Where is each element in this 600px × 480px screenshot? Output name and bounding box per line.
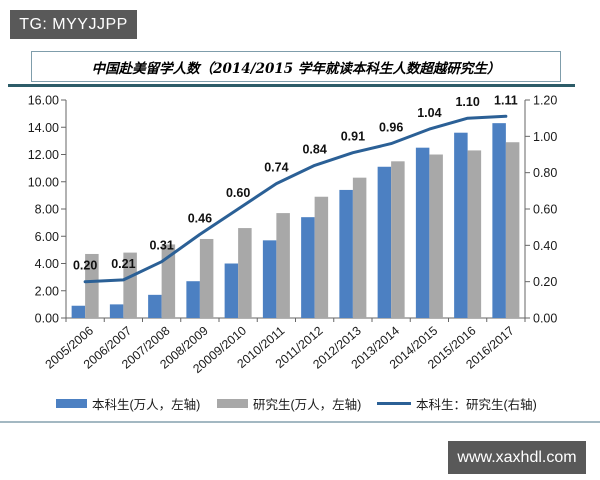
ratio-point-label: 0.91 <box>341 130 365 144</box>
right-tick-label: 0.00 <box>533 312 557 326</box>
ratio-point-label: 1.11 <box>494 93 518 107</box>
left-tick-label: 12.00 <box>28 148 59 162</box>
undergrad-bar <box>454 132 468 318</box>
bottom-separator-rule <box>0 421 600 423</box>
graduate-bar <box>238 228 252 318</box>
graduate-bar <box>85 253 99 318</box>
graduate-bar <box>467 150 482 318</box>
ratio-point-label: 1.10 <box>455 95 479 109</box>
tg-contact-label: TG: MYYJJPP <box>19 15 128 33</box>
left-tick-label: 16.00 <box>28 94 59 108</box>
chart-title-box: 中国赴美留学人数（2014/2015 学年就读本科生人数超越研究生） <box>31 51 561 82</box>
legend-label-ratio: 本科生：研究生(右轴) <box>416 397 537 412</box>
undergrad-bar <box>224 263 239 318</box>
ratio-point-label: 0.21 <box>111 257 135 271</box>
undergrad-bar <box>71 305 86 318</box>
left-tick-label: 14.00 <box>28 121 59 135</box>
website-label: www.xaxhdl.com <box>457 448 577 466</box>
right-tick-label: 0.60 <box>533 203 557 217</box>
right-axis-ticks: 0.00 0.20 0.40 0.60 0.80 1.00 1.20 <box>525 94 557 326</box>
legend-label-undergrad: 本科生(万人，左轴) <box>92 397 200 412</box>
graduate-bar <box>199 238 214 318</box>
undergrad-bar <box>148 294 162 318</box>
left-tick-label: 6.00 <box>35 230 59 244</box>
x-axis-ticks: 2005/20062006/20072007/20082008/20092000… <box>43 318 526 376</box>
legend-swatch-graduate <box>217 399 248 408</box>
ratio-point-label: 0.46 <box>188 211 212 225</box>
ratio-point-label: 0.84 <box>302 142 326 156</box>
tg-contact-badge: TG: MYYJJPP <box>10 10 137 39</box>
right-tick-label: 0.20 <box>533 275 557 289</box>
graduate-bar <box>161 244 176 318</box>
left-tick-label: 2.00 <box>35 284 59 298</box>
chart-title: 中国赴美留学人数（2014/2015 学年就读本科生人数超越研究生） <box>91 60 501 77</box>
left-tick-label: 10.00 <box>28 175 59 189</box>
left-axis-ticks: 0.00 2.00 4.00 6.00 8.00 10.00 12.00 14.00 16.00 <box>28 94 66 326</box>
undergrad-bar <box>301 217 315 318</box>
bars-undergrad-series <box>71 123 506 318</box>
left-tick-label: 4.00 <box>35 257 59 271</box>
legend-label-graduate: 研究生(万人，左轴) <box>253 397 361 412</box>
ratio-point-label: 0.74 <box>264 161 288 175</box>
right-tick-label: 1.20 <box>533 94 557 108</box>
ratio-point-label: 0.20 <box>73 259 97 273</box>
graduate-bar <box>276 213 290 318</box>
ratio-point-labels: 0.20 0.21 0.31 0.46 0.60 0.74 0.84 0.91 0.96 1.04… <box>73 93 518 272</box>
ratio-point-label: 0.60 <box>226 186 250 200</box>
chart-legend: 本科生(万人，左轴) 研究生(万人，左轴) 本科生：研究生(右轴) <box>56 397 537 412</box>
undergrad-bar <box>339 189 353 318</box>
right-tick-label: 0.80 <box>533 166 557 180</box>
website-badge: www.xaxhdl.com <box>448 441 586 474</box>
ratio-line <box>83 114 508 284</box>
graduate-bar <box>391 161 405 318</box>
undergrad-bar <box>109 304 124 318</box>
right-tick-label: 0.40 <box>533 239 557 253</box>
ratio-point-label: 0.96 <box>379 121 403 135</box>
right-tick-label: 1.00 <box>533 130 557 144</box>
legend-swatch-undergrad <box>56 399 87 408</box>
undergrad-bar <box>186 281 200 318</box>
undergrad-bar <box>415 147 430 318</box>
title-separator-rule <box>8 84 575 87</box>
graduate-bar <box>505 142 520 318</box>
ratio-point-label: 0.31 <box>149 239 173 253</box>
graduate-bar <box>314 196 329 318</box>
undergrad-bar <box>262 240 277 318</box>
left-tick-label: 8.00 <box>35 203 59 217</box>
graduate-bar <box>352 177 367 318</box>
left-tick-label: 0.00 <box>35 312 59 326</box>
ratio-point-label: 1.04 <box>417 106 441 120</box>
undergrad-bar <box>377 166 392 318</box>
graduate-bar <box>123 252 137 318</box>
graduate-bar <box>429 154 443 318</box>
undergrad-bar <box>492 123 506 318</box>
bars-graduate-series <box>85 142 520 318</box>
